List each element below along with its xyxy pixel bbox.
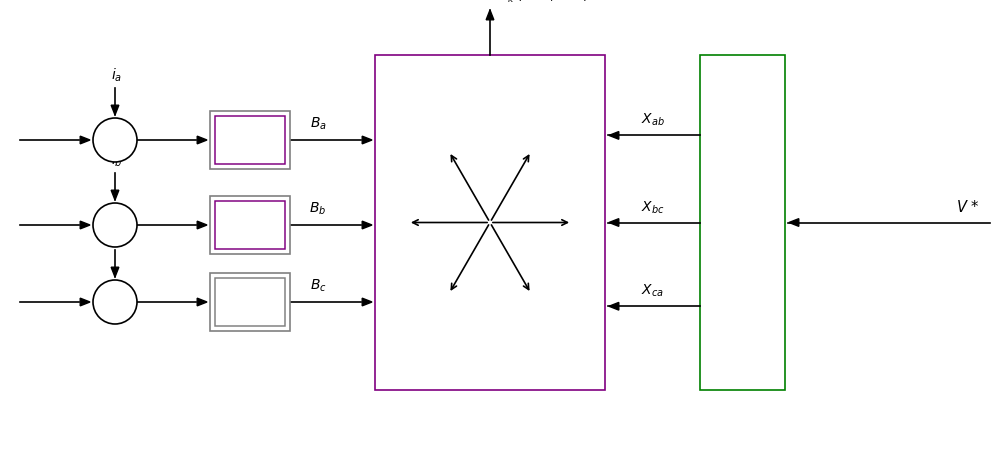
Polygon shape xyxy=(362,298,372,306)
Bar xyxy=(210,273,290,331)
Text: $V$ *: $V$ * xyxy=(956,199,980,216)
Polygon shape xyxy=(197,221,207,229)
Bar xyxy=(215,116,285,164)
Circle shape xyxy=(93,203,137,247)
Text: $B_{c}$: $B_{c}$ xyxy=(310,278,326,294)
Bar xyxy=(375,55,605,390)
Text: $i_{b}$: $i_{b}$ xyxy=(111,152,123,169)
Circle shape xyxy=(93,118,137,162)
Polygon shape xyxy=(111,267,119,277)
Bar xyxy=(210,111,290,169)
Circle shape xyxy=(93,280,137,324)
Polygon shape xyxy=(80,298,90,306)
Polygon shape xyxy=(362,136,372,144)
Polygon shape xyxy=(609,302,619,310)
Polygon shape xyxy=(609,131,619,139)
Text: $B_{b}$: $B_{b}$ xyxy=(309,201,327,217)
Text: $B_{a}$: $B_{a}$ xyxy=(310,116,326,132)
Bar xyxy=(215,201,285,249)
Polygon shape xyxy=(197,136,207,144)
Text: $V_k$ (k=0,1...7): $V_k$ (k=0,1...7) xyxy=(498,0,588,5)
Text: $X_{bc}$: $X_{bc}$ xyxy=(641,199,664,216)
Polygon shape xyxy=(609,219,619,226)
Polygon shape xyxy=(80,136,90,144)
Polygon shape xyxy=(111,190,119,200)
Polygon shape xyxy=(362,221,372,229)
Bar xyxy=(700,55,785,390)
Polygon shape xyxy=(486,10,494,20)
Bar xyxy=(215,278,285,326)
Polygon shape xyxy=(80,221,90,229)
Text: $X_{ca}$: $X_{ca}$ xyxy=(641,283,664,299)
Text: $i_{a}$: $i_{a}$ xyxy=(111,67,123,84)
Polygon shape xyxy=(111,105,119,115)
Bar xyxy=(210,196,290,254)
Polygon shape xyxy=(197,298,207,306)
Polygon shape xyxy=(789,219,799,226)
Text: $X_{ab}$: $X_{ab}$ xyxy=(641,112,664,128)
Text: $i_{c}$: $i_{c}$ xyxy=(111,229,123,246)
